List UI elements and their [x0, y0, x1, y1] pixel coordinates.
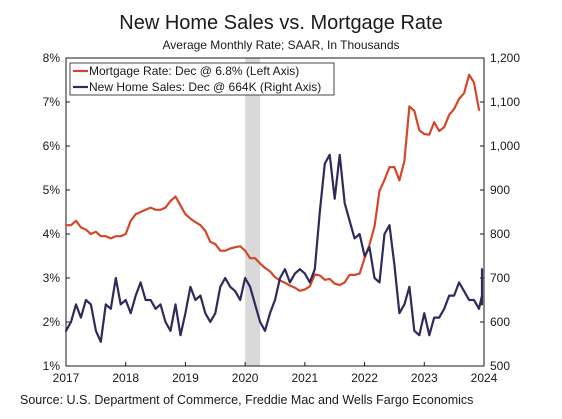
x-tick-label: 2018	[112, 371, 139, 385]
right-tick-label: 800	[490, 227, 510, 241]
chart-title: New Home Sales vs. Mortgage Rate	[119, 12, 442, 34]
recession-shading	[245, 58, 261, 366]
right-tick-label: 600	[490, 315, 510, 329]
right-tick-label: 500	[490, 359, 510, 373]
x-tick-label: 2021	[292, 371, 319, 385]
x-axis: 2017 2018 2019 2020 2021 2022 2023 2024	[53, 362, 498, 385]
x-tick-label: 2019	[172, 371, 199, 385]
left-tick-label: 8%	[43, 51, 61, 65]
legend-label-mortgage-rate: Mortgage Rate: Dec @ 6.8% (Left Axis)	[89, 64, 299, 78]
left-axis: 1% 2% 3% 4% 5% 6% 7% 8%	[43, 51, 70, 373]
right-tick-label: 700	[490, 271, 510, 285]
right-tick-label: 1,100	[490, 95, 520, 109]
chart-subtitle: Average Monthly Rate; SAAR, In Thousands	[162, 38, 399, 52]
right-tick-label: 1,000	[490, 139, 520, 153]
right-axis: 500 600 700 800 900 1,000 1,100 1,200	[480, 51, 520, 373]
legend-label-new-home-sales: New Home Sales: Dec @ 664K (Right Axis)	[89, 80, 321, 94]
right-tick-label: 1,200	[490, 51, 520, 65]
new-home-sales-line	[64, 153, 484, 343]
series-lines	[64, 73, 484, 343]
right-tick-label: 900	[490, 183, 510, 197]
left-tick-label: 1%	[43, 359, 61, 373]
x-tick-label: 2017	[53, 371, 80, 385]
x-tick-label: 2023	[411, 371, 438, 385]
x-tick-label: 2020	[232, 371, 259, 385]
x-tick-label: 2022	[351, 371, 378, 385]
x-tick-label: 2024	[471, 371, 498, 385]
legend: Mortgage Rate: Dec @ 6.8% (Left Axis) Ne…	[69, 62, 335, 96]
left-tick-label: 2%	[43, 315, 61, 329]
source-note: Source: U.S. Department of Commerce, Fre…	[20, 393, 473, 407]
left-tick-label: 4%	[43, 227, 61, 241]
left-tick-label: 3%	[43, 271, 61, 285]
left-tick-label: 5%	[43, 183, 61, 197]
legend-box	[69, 62, 335, 96]
left-tick-label: 6%	[43, 139, 61, 153]
plot-frame	[65, 57, 485, 367]
mortgage-rate-line	[64, 73, 481, 292]
left-tick-label: 7%	[43, 95, 61, 109]
